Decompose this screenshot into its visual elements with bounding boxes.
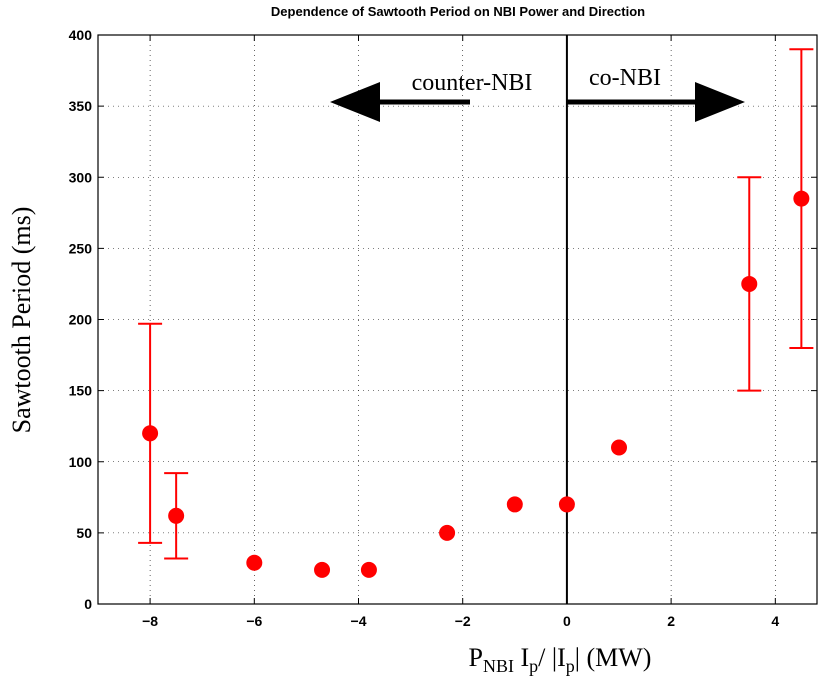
x-tick-label: −4 (351, 613, 367, 629)
y-tick-label: 400 (69, 27, 93, 43)
point (741, 275, 758, 292)
y-tick-label: 350 (69, 98, 93, 114)
x-label-part: p (529, 656, 538, 676)
point (246, 554, 263, 571)
point (314, 561, 331, 578)
chart-title: Dependence of Sawtooth Period on NBI Pow… (271, 4, 645, 19)
y-tick-label: 250 (69, 240, 93, 256)
x-label-part: | (MW) (575, 643, 652, 672)
x-label-part: I (514, 643, 529, 672)
point (439, 524, 456, 541)
point (793, 190, 810, 207)
point (506, 496, 523, 513)
x-label-part: p (566, 656, 575, 676)
x-label-part: NBI (483, 656, 514, 676)
x-tick-label: 2 (667, 613, 675, 629)
point (360, 561, 377, 578)
point (558, 496, 575, 513)
y-tick-label: 300 (69, 169, 93, 185)
y-tick-label: 150 (69, 383, 93, 399)
y-tick-label: 100 (69, 454, 93, 470)
annotation: counter-NBI (412, 70, 533, 96)
x-label-part: / |I (538, 643, 566, 672)
x-tick-label: 4 (771, 613, 779, 629)
y-tick-label: 50 (76, 525, 92, 541)
x-tick-label: −8 (142, 613, 158, 629)
x-tick-label: −6 (246, 613, 262, 629)
point (168, 507, 185, 524)
x-label-part: P (469, 643, 483, 672)
x-tick-label: 0 (563, 613, 571, 629)
y-tick-label: 0 (84, 596, 92, 612)
point (142, 425, 159, 442)
y-axis-label: Sawtooth Period (ms) (7, 207, 36, 434)
annotation: co-NBI (589, 65, 661, 91)
x-axis-label: PNBI Ip/ |Ip| (MW) (469, 643, 652, 676)
y-tick-label: 200 (69, 312, 93, 328)
x-tick-label: −2 (455, 613, 471, 629)
plot-frame (97, 34, 818, 605)
point (611, 439, 628, 456)
